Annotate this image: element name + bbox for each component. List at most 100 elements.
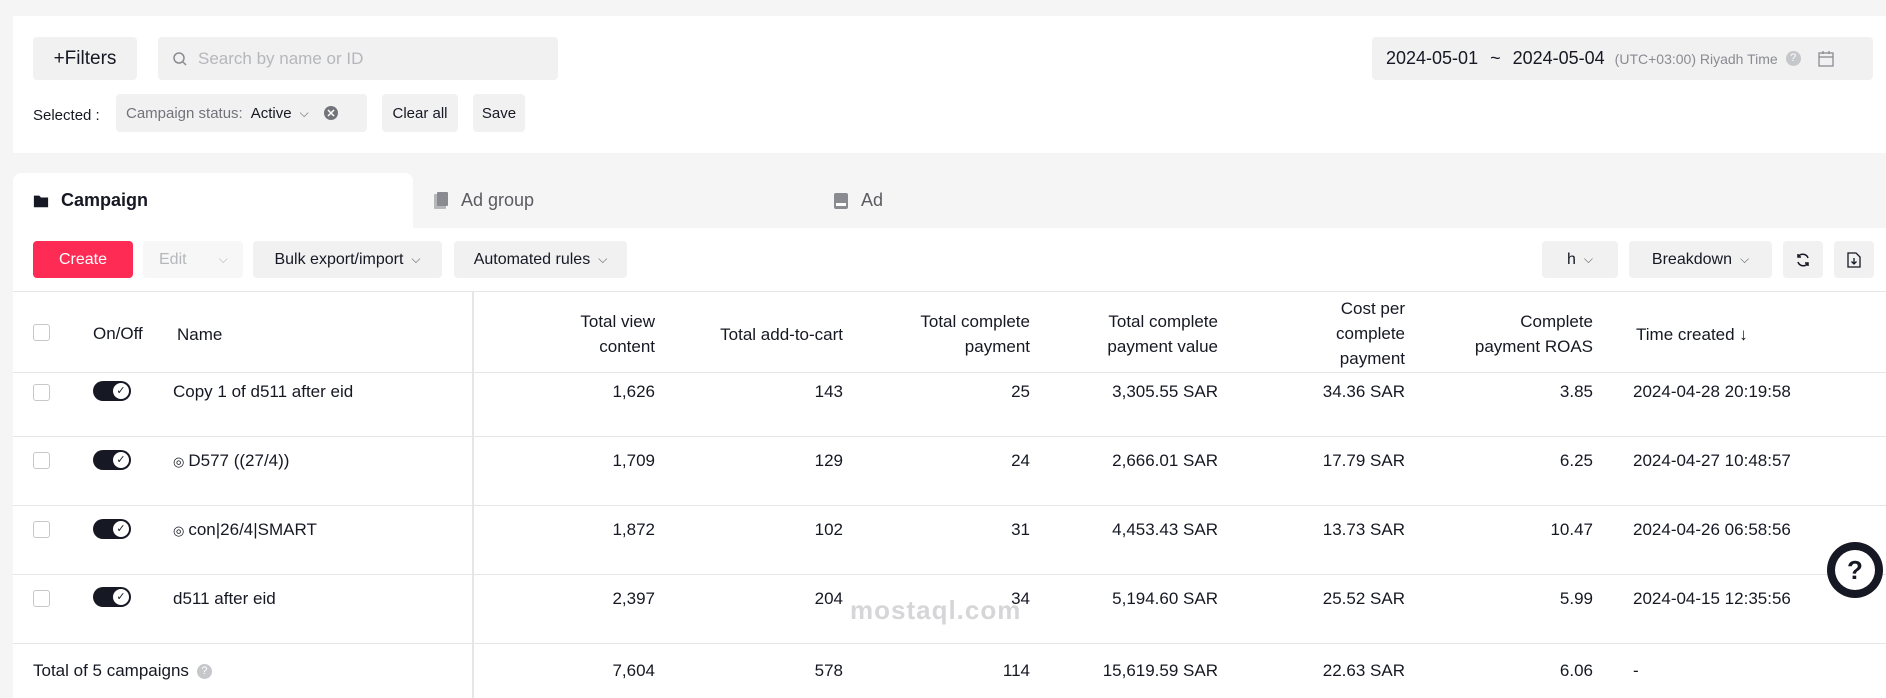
folder-icon [33,195,49,207]
total-time: - [1633,661,1639,680]
automated-rules-button[interactable]: Automated rules ⌵ [454,241,627,278]
frozen-column-edge [472,292,474,698]
chip-value: Active [250,104,292,122]
cell-cost: 17.79 SAR [1322,451,1405,470]
search-box[interactable] [158,37,558,80]
chevron-down-icon[interactable]: ⌵ [299,105,309,120]
search-input[interactable] [196,47,540,70]
save-button[interactable]: Save [473,94,525,132]
chevron-down-icon: ⌵ [1583,252,1593,266]
total-label: Total of 5 campaigns? [33,661,212,681]
campaign-name: D577 ((27/4)) [188,451,290,470]
header-total-add-to-cart[interactable]: Total add-to-cart [720,325,843,344]
campaign-name-link[interactable]: ◎ D577 ((27/4)) [173,451,289,471]
help-icon: ? [1835,550,1875,590]
h-label: h [1566,250,1576,268]
campaign-name: con|26/4|SMART [188,520,317,539]
date-separator: ~ [1490,48,1501,68]
header-name[interactable]: Name [177,325,223,344]
bulk-label: Bulk export/import [274,250,404,268]
header-divider-top [13,291,1886,292]
cell-payment: 25 [1011,382,1030,401]
chevron-down-icon: ⌵ [218,252,228,266]
chip-key: Campaign status: [126,104,243,122]
cell-payment: 34 [1011,589,1030,608]
header-cost-per-complete-payment[interactable]: Cost per complete payment [1255,296,1405,371]
cell-value: 5,194.60 SAR [1112,589,1218,608]
header-line: payment value [1107,337,1218,356]
cell-roas: 10.47 [1550,520,1593,539]
check-icon: ✓ [113,383,129,399]
tab-campaign[interactable]: Campaign [13,173,413,228]
refresh-button[interactable] [1783,241,1823,278]
date-range-picker[interactable]: 2024-05-01 ~ 2024-05-04 (UTC+03:00) Riya… [1372,37,1873,80]
header-complete-payment-roas[interactable]: Complete payment ROAS [1430,309,1593,359]
chevron-down-icon: ⌵ [598,252,608,266]
info-icon[interactable]: ? [1785,51,1801,66]
info-icon[interactable]: ? [196,664,212,680]
total-value: 15,619.59 SAR [1102,661,1218,680]
filters-button[interactable]: +Filters [33,37,137,80]
header-total-complete-payment[interactable]: Total complete payment [870,309,1030,359]
cell-value: 3,305.55 SAR [1112,382,1218,401]
on-off-toggle[interactable]: ✓ [93,587,131,607]
check-icon: ✓ [113,589,129,605]
selected-label: Selected : [33,107,100,124]
cell-time: 2024-04-28 20:19:58 [1633,382,1791,401]
header-line: content [599,337,655,356]
header-line: Complete [1520,312,1593,331]
smart-campaign-icon: ◎ [173,454,185,469]
campaign-table-panel [13,228,1886,698]
cell-cart: 129 [814,451,843,470]
ad-group-icon [434,191,448,209]
row-divider [13,574,1886,575]
row-checkbox[interactable] [33,384,50,401]
tab-ad[interactable]: Ad [833,173,883,228]
row-checkbox[interactable] [33,590,50,607]
create-button[interactable]: Create [33,241,133,278]
header-on-off[interactable]: On/Off [93,324,143,343]
help-button[interactable]: ? [1827,542,1883,598]
bulk-export-import-button[interactable]: Bulk export/import ⌵ [253,241,442,278]
export-button[interactable] [1834,241,1874,278]
row-divider [13,505,1886,506]
row-checkbox[interactable] [33,452,50,469]
breakdown-dropdown[interactable]: Breakdown ⌵ [1629,241,1772,278]
tab-campaign-label: Campaign [61,190,149,210]
filter-chip-campaign-status[interactable]: Campaign status: Active ⌵ [116,94,367,132]
header-time-created[interactable]: Time created ↓ [1636,325,1748,344]
cell-cost: 25.52 SAR [1322,589,1405,608]
cell-payment: 24 [1011,451,1030,470]
on-off-toggle[interactable]: ✓ [93,381,131,401]
smart-campaign-icon: ◎ [173,523,185,538]
tab-ad-label: Ad [861,190,884,210]
campaign-name-link[interactable]: Copy 1 of d511 after eid [173,382,354,401]
cell-cart: 204 [814,589,843,608]
total-cost: 22.63 SAR [1322,661,1405,680]
campaign-name-link[interactable]: d511 after eid [173,589,276,608]
clear-all-button[interactable]: Clear all [382,94,458,132]
date-start: 2024-05-01 [1386,48,1479,68]
row-checkbox[interactable] [33,521,50,538]
cell-roas: 3.85 [1559,382,1593,401]
row-divider [13,436,1886,437]
edit-button[interactable]: Edit ⌵ [143,241,243,278]
cell-view: 1,709 [612,451,655,470]
search-icon [173,51,187,66]
tab-ad-group[interactable]: Ad group [433,173,534,228]
breakdown-label: Breakdown [1651,250,1732,268]
header-total-view-content[interactable]: Total view content [520,309,655,359]
check-icon: ✓ [113,521,129,537]
select-all-checkbox[interactable] [33,324,50,341]
header-line: payment [964,337,1030,356]
clear-chip-icon[interactable] [323,105,339,121]
export-icon [1847,251,1861,268]
calendar-icon[interactable] [1817,50,1835,68]
watermark: mostaql.com [850,595,1022,625]
h-dropdown[interactable]: h ⌵ [1542,241,1618,278]
header-line: complete [1336,324,1405,343]
on-off-toggle[interactable]: ✓ [93,519,131,539]
header-total-complete-payment-value[interactable]: Total complete payment value [1058,309,1218,359]
campaign-name-link[interactable]: ◎ con|26/4|SMART [173,520,317,540]
on-off-toggle[interactable]: ✓ [93,450,131,470]
